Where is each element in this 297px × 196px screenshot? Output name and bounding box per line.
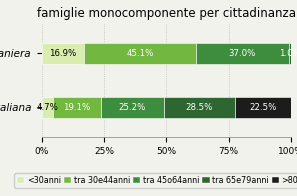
- Bar: [42, 97, 53, 118]
- Text: 1.0%: 1.0%: [279, 49, 297, 58]
- Text: 22.5%: 22.5%: [249, 103, 277, 112]
- Text: 4.7%: 4.7%: [37, 103, 59, 112]
- Text: 28.5%: 28.5%: [186, 103, 213, 112]
- Legend: <30anni, tra 30e44anni, tra 45o64anni, tra 65e79anni, >80anni: <30anni, tra 30e44anni, tra 45o64anni, t…: [14, 173, 297, 188]
- Text: 45.1%: 45.1%: [126, 49, 154, 58]
- Bar: [42, 43, 84, 64]
- Bar: [235, 97, 291, 118]
- Bar: [101, 97, 164, 118]
- Bar: [289, 43, 291, 64]
- Bar: [53, 97, 101, 118]
- Bar: [84, 43, 196, 64]
- Bar: [164, 97, 235, 118]
- Text: 16.9%: 16.9%: [49, 49, 76, 58]
- Text: 25.2%: 25.2%: [119, 103, 146, 112]
- Text: 19.1%: 19.1%: [64, 103, 91, 112]
- Bar: [196, 43, 289, 64]
- Text: 37.0%: 37.0%: [229, 49, 256, 58]
- Title: famiglie monocomponente per cittadinanza: famiglie monocomponente per cittadinanza: [37, 7, 296, 20]
